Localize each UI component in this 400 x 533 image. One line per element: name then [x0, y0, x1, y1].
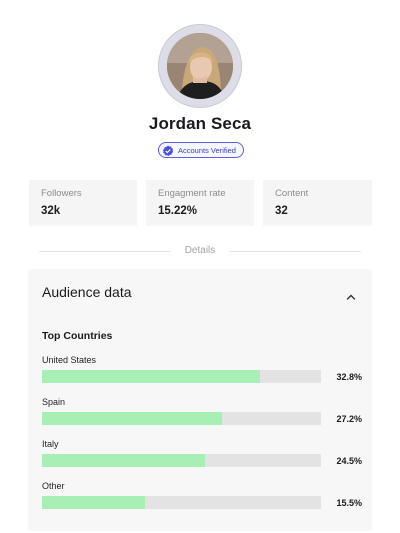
avatar[interactable]	[167, 33, 233, 99]
verified-badge: Accounts Verified	[158, 142, 244, 158]
country-bar-track	[42, 496, 321, 509]
profile-name: Jordan Seca	[148, 114, 252, 133]
stat-content: Content 32	[263, 180, 372, 226]
country-row: United States 32.8%	[42, 355, 362, 383]
country-bar-track	[42, 412, 321, 425]
country-name: United States	[42, 355, 97, 365]
stat-value: 32	[275, 205, 288, 217]
chevron-up-icon[interactable]	[346, 288, 356, 300]
country-row: Italy 24.5%	[42, 439, 362, 467]
audience-panel: Audience data Top Countries United State…	[28, 269, 372, 531]
verified-badge-label: Accounts Verified	[178, 145, 236, 155]
country-row: Spain 27.2%	[42, 397, 362, 425]
country-bar-track	[42, 454, 321, 467]
country-bar-fill	[42, 412, 223, 425]
country-name: Spain	[42, 397, 66, 407]
country-bar-fill	[42, 496, 145, 509]
verified-check-icon	[162, 144, 174, 157]
stat-value: 15.22%	[158, 205, 198, 217]
stat-label: Followers	[41, 188, 82, 199]
country-bar-track	[42, 370, 321, 383]
country-bar-fill	[42, 370, 260, 383]
details-divider-label: Details	[184, 245, 216, 256]
country-name: Italy	[42, 439, 59, 449]
stat-label: Engagment rate	[158, 188, 226, 199]
avatar-ring	[158, 24, 242, 108]
audience-panel-title: Audience data	[42, 284, 132, 300]
stat-value: 32k	[41, 205, 61, 217]
country-percent: 24.5%	[336, 456, 362, 466]
stat-followers: Followers 32k	[29, 180, 137, 226]
avatar-photo	[167, 33, 233, 99]
divider-line-right	[230, 251, 361, 252]
divider-line-left	[39, 251, 170, 252]
country-percent: 27.2%	[336, 414, 362, 424]
country-bar-fill	[42, 454, 205, 467]
country-percent: 32.8%	[336, 372, 362, 382]
country-name: Other	[42, 481, 65, 491]
country-percent: 15.5%	[336, 498, 362, 508]
stat-engagement-rate: Engagment rate 15.22%	[146, 180, 254, 226]
country-row: Other 15.5%	[42, 481, 362, 509]
stat-label: Content	[275, 188, 309, 199]
top-countries-title: Top Countries	[42, 330, 113, 342]
